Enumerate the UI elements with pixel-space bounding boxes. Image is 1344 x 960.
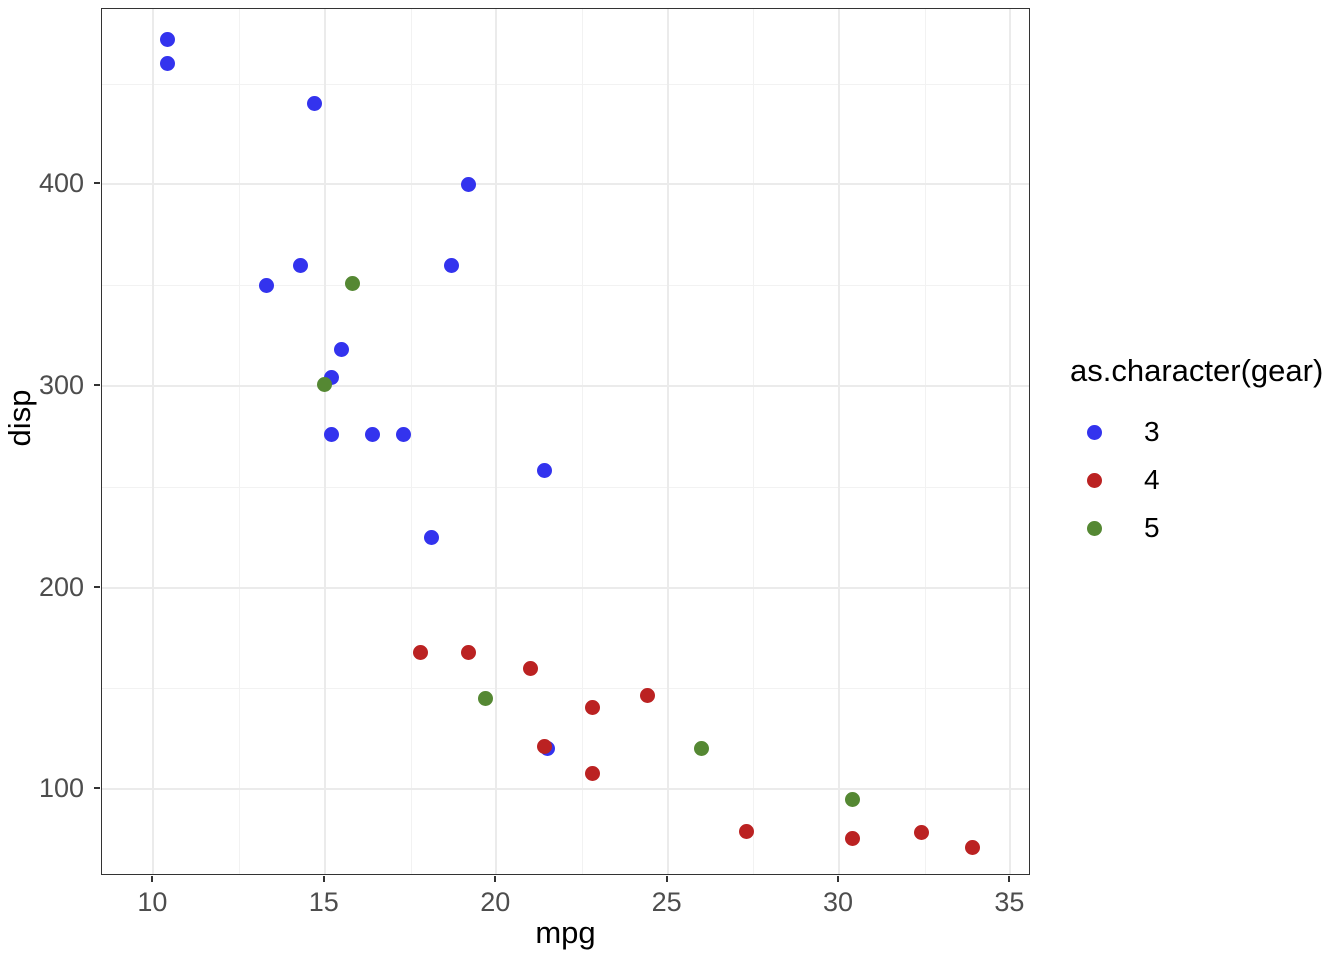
data-point: [293, 257, 309, 273]
plot-panel: [101, 8, 1030, 875]
data-point: [423, 529, 439, 545]
gridline-major-vertical: [1009, 9, 1012, 874]
gridline-minor-horizontal: [102, 83, 1029, 85]
gridline-minor-vertical: [410, 9, 412, 874]
x-axis-tick-mark: [1008, 876, 1011, 882]
legend-title: as.character(gear): [1070, 353, 1324, 388]
data-point: [845, 791, 861, 807]
x-axis-tick-label: 30: [822, 887, 854, 917]
gridline-minor-vertical: [581, 9, 583, 874]
data-point: [738, 824, 754, 840]
legend-key: [1070, 424, 1118, 440]
gridline-minor-horizontal: [102, 486, 1029, 488]
gridline-minor-vertical: [924, 9, 926, 874]
data-point: [365, 427, 381, 443]
data-point: [159, 31, 175, 47]
data-point: [536, 463, 552, 479]
data-point: [584, 765, 600, 781]
data-point: [259, 277, 275, 293]
x-axis-tick-label: 10: [137, 887, 168, 917]
data-point: [307, 96, 323, 112]
gridline-major-horizontal: [102, 586, 1029, 589]
gridline-minor-vertical: [239, 9, 241, 874]
data-point: [159, 55, 175, 71]
gridline-major-vertical: [666, 9, 669, 874]
x-axis-title: mpg: [535, 915, 596, 950]
gridline-major-vertical: [838, 9, 841, 874]
gridline-major-vertical: [152, 9, 155, 874]
data-point: [461, 176, 477, 192]
data-point: [324, 427, 340, 443]
y-axis-tick-label: 200: [38, 571, 84, 602]
data-point: [913, 824, 929, 840]
y-axis-tick-label: 100: [38, 773, 84, 804]
legend-item-label: 4: [1144, 464, 1160, 495]
x-axis-tick-mark: [322, 876, 325, 882]
legend-swatch-dot-icon: [1086, 520, 1102, 536]
x-axis-tick-mark: [494, 876, 497, 882]
legend-item[interactable]: 3: [1070, 408, 1344, 456]
y-axis-tick-mark: [94, 585, 100, 588]
gridline-major-horizontal: [102, 788, 1029, 791]
legend-item[interactable]: 5: [1070, 504, 1344, 552]
legend-items: 3 4 5: [1070, 408, 1344, 552]
x-axis-tick-label: 20: [480, 887, 511, 917]
data-point: [536, 739, 552, 755]
data-point: [444, 257, 460, 273]
legend: as.character(gear) 3 4 5: [1070, 355, 1344, 552]
legend-key: [1070, 472, 1118, 488]
data-point: [396, 427, 412, 443]
data-point: [965, 840, 981, 856]
gridline-major-vertical: [495, 9, 498, 874]
data-point: [413, 645, 429, 661]
data-point: [584, 699, 600, 715]
x-axis-tick-label: 15: [308, 887, 339, 917]
gridline-major-vertical: [323, 9, 326, 874]
x-axis-tick-mark: [665, 876, 668, 882]
x-axis-tick-label: 25: [651, 887, 682, 917]
y-axis-tick-label: 400: [38, 168, 84, 199]
data-point: [344, 275, 360, 291]
x-axis-tick-mark: [151, 876, 154, 882]
legend-item-label: 3: [1144, 416, 1160, 447]
legend-swatch-dot-icon: [1086, 472, 1102, 488]
data-point: [317, 376, 333, 392]
x-axis-tick-label: 35: [994, 887, 1025, 917]
y-axis-tick-label: 300: [38, 370, 84, 401]
data-point: [461, 645, 477, 661]
data-point: [639, 687, 655, 703]
gridline-major-horizontal: [102, 183, 1029, 186]
y-axis-tick-mark: [94, 182, 100, 185]
gridline-minor-horizontal: [102, 285, 1029, 287]
data-point: [334, 342, 350, 358]
legend-swatch-dot-icon: [1086, 424, 1102, 440]
gridline-minor-horizontal: [102, 688, 1029, 690]
legend-key: [1070, 520, 1118, 536]
x-axis-tick-mark: [837, 876, 840, 882]
y-axis-tick-mark: [94, 787, 100, 790]
data-point: [694, 740, 710, 756]
data-point: [845, 830, 861, 846]
y-axis-title: disp: [2, 389, 37, 447]
legend-item[interactable]: 4: [1070, 456, 1344, 504]
gridline-major-horizontal: [102, 385, 1029, 388]
legend-item-label: 5: [1144, 512, 1160, 543]
data-point: [478, 691, 494, 707]
y-axis-tick-mark: [94, 384, 100, 387]
gridline-minor-vertical: [753, 9, 755, 874]
data-point: [523, 660, 538, 676]
